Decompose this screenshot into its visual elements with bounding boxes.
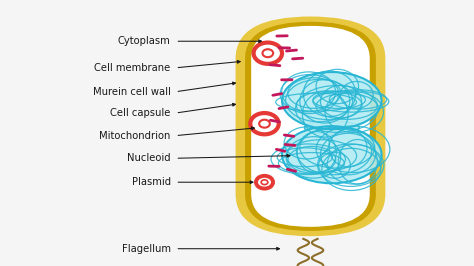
Ellipse shape xyxy=(263,49,273,57)
Text: Cytoplasm: Cytoplasm xyxy=(118,36,171,46)
FancyBboxPatch shape xyxy=(245,22,376,231)
Text: Nucleoid: Nucleoid xyxy=(127,153,171,163)
Ellipse shape xyxy=(282,72,382,129)
Text: Flagellum: Flagellum xyxy=(122,244,171,254)
Text: Plasmid: Plasmid xyxy=(131,177,171,187)
FancyBboxPatch shape xyxy=(250,24,371,228)
Ellipse shape xyxy=(259,120,270,128)
Ellipse shape xyxy=(250,113,279,134)
Ellipse shape xyxy=(282,126,382,183)
Text: Murein cell wall: Murein cell wall xyxy=(93,87,171,97)
Ellipse shape xyxy=(261,180,268,185)
Ellipse shape xyxy=(304,121,359,134)
Text: Mitochondrion: Mitochondrion xyxy=(99,131,171,141)
FancyBboxPatch shape xyxy=(236,16,385,236)
Text: Cell membrane: Cell membrane xyxy=(94,63,171,73)
Text: Cell capsule: Cell capsule xyxy=(110,108,171,118)
Ellipse shape xyxy=(254,43,282,64)
Ellipse shape xyxy=(256,176,273,189)
